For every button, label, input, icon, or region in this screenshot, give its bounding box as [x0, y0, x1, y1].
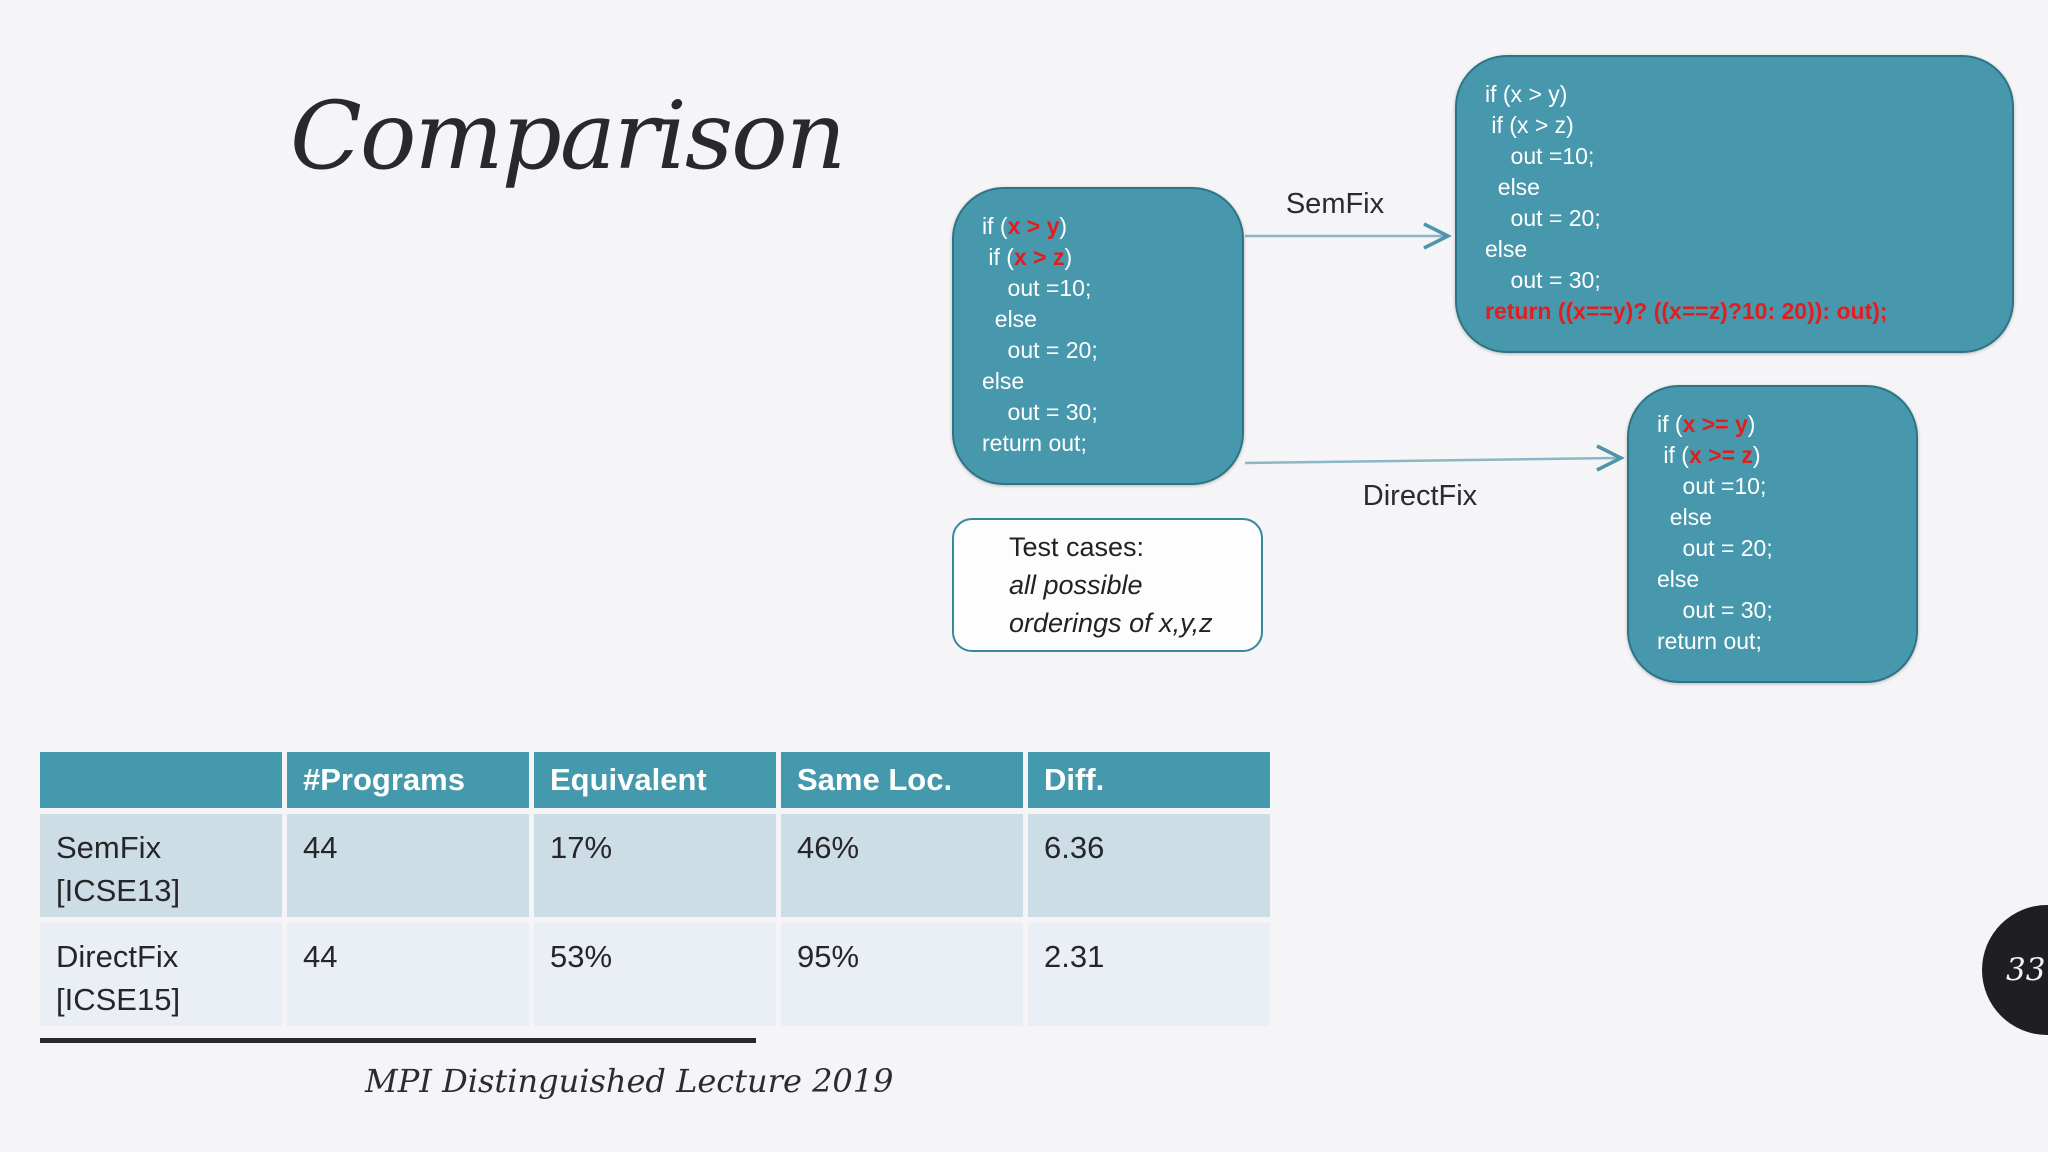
code-box-directfix-result: if (x >= y) if (x >= z) out =10; else ou… [1627, 385, 1918, 683]
code-box-buggy: if (x > y) if (x > z) out =10; else out … [952, 187, 1244, 485]
page-number: 33 [2006, 952, 2046, 988]
row-directfix-programs: 44 [287, 923, 529, 1026]
row-directfix-label: DirectFix [ICSE15] [40, 923, 282, 1026]
column-header-equivalent: Equivalent [534, 752, 776, 808]
results-table: #Programs Equivalent Same Loc. Diff. Sem… [40, 752, 1270, 1026]
semfix-arrow-label: SemFix [1285, 188, 1385, 220]
row-directfix-diff: 2.31 [1028, 923, 1270, 1026]
test-cases-box: Test cases: all possible orderings of x,… [952, 518, 1263, 652]
footer-divider [40, 1038, 756, 1043]
column-header-diff: Diff. [1028, 752, 1270, 808]
test-cases-title: Test cases: [1009, 532, 1145, 562]
row-semfix-programs: 44 [287, 814, 529, 917]
row-semfix-label: SemFix [ICSE13] [40, 814, 282, 917]
semfix-arrow [1245, 222, 1452, 250]
row-directfix-equivalent: 53% [534, 923, 776, 1026]
column-header-same-loc: Same Loc. [781, 752, 1023, 808]
test-cases-line3: orderings of x,y,z [1009, 608, 1213, 638]
code-box-semfix-result: if (x > y) if (x > z) out =10; else out … [1455, 55, 2014, 353]
row-semfix-equivalent: 17% [534, 814, 776, 917]
column-header-empty [40, 752, 282, 808]
row-directfix-same-loc: 95% [781, 923, 1023, 1026]
row-semfix-diff: 6.36 [1028, 814, 1270, 917]
directfix-arrow [1244, 444, 1625, 472]
page-number-badge: 33 [1982, 905, 2048, 1035]
row-semfix-same-loc: 46% [781, 814, 1023, 917]
test-cases-line2: all possible [1009, 570, 1143, 600]
column-header-programs: #Programs [287, 752, 529, 808]
directfix-arrow-label: DirectFix [1362, 480, 1478, 512]
footer-caption: MPI Distinguished Lecture 2019 [365, 1062, 894, 1100]
page-title: Comparison [290, 82, 846, 191]
